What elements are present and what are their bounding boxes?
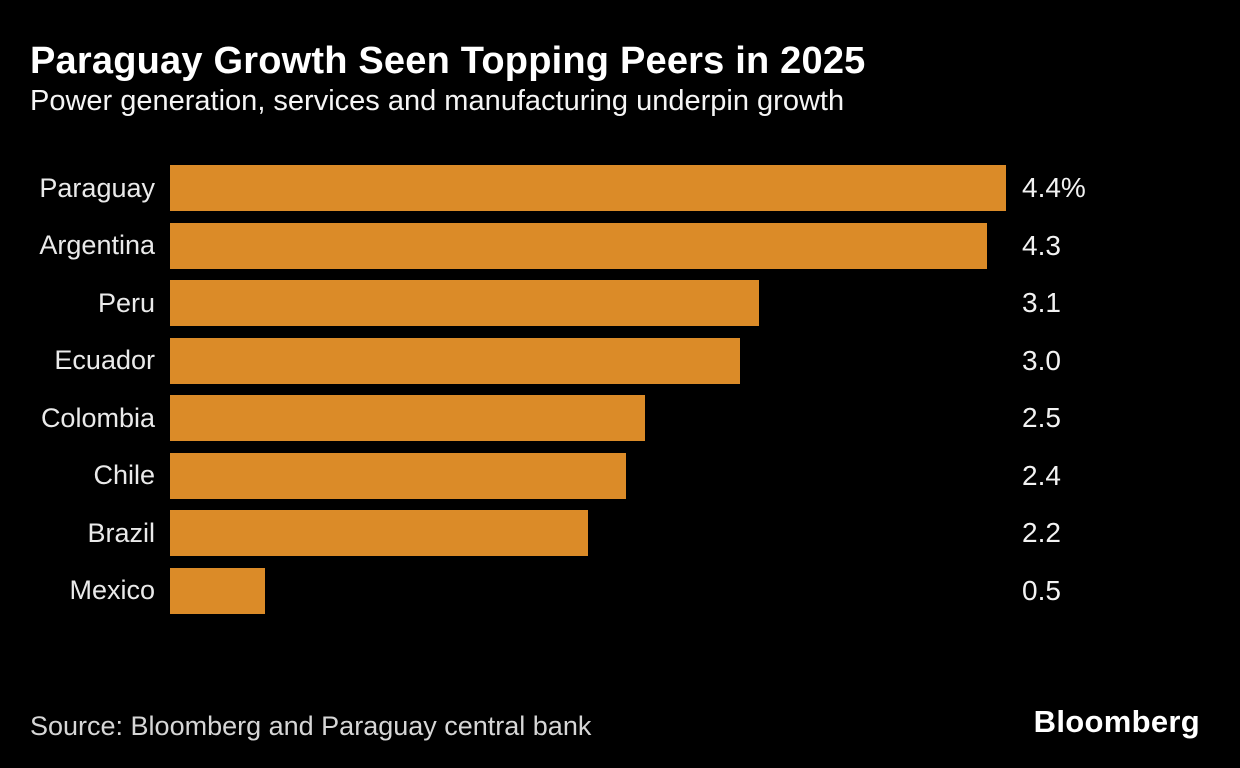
plot-area	[170, 395, 1006, 441]
value-label: 4.3	[1022, 229, 1061, 261]
value-label: 3.0	[1022, 344, 1061, 376]
chart-row: Colombia 2.5	[15, 395, 1086, 441]
plot-area	[170, 510, 1006, 556]
chart-row: Ecuador 3.0	[15, 337, 1086, 384]
bar	[170, 567, 265, 614]
plot-area	[170, 567, 1006, 614]
value-label: 4.4%	[1022, 172, 1086, 203]
bar	[170, 452, 626, 499]
bar	[170, 222, 987, 269]
chart-title: Paraguay Growth Seen Topping Peers in 20…	[30, 40, 866, 82]
value-label: 2.4	[1022, 459, 1061, 491]
category-label: Colombia	[40, 402, 155, 433]
bar	[170, 337, 740, 384]
category-label: Chile	[93, 460, 155, 490]
chart-subtitle: Power generation, services and manufactu…	[30, 85, 845, 117]
category-label: Ecuador	[54, 345, 155, 375]
plot-area	[170, 222, 1006, 269]
chart-row: Paraguay 4.4%	[15, 165, 1086, 211]
chart-row: Peru 3.1	[15, 280, 1086, 326]
plot-area	[170, 337, 1006, 384]
chart-row: Brazil 2.2	[15, 510, 1086, 556]
bar	[170, 510, 588, 556]
category-label: Paraguay	[39, 172, 155, 203]
plot-area	[170, 452, 1006, 499]
value-label: 0.5	[1022, 574, 1061, 606]
bloomberg-logo: Bloomberg	[1033, 704, 1200, 739]
source-note: Source: Bloomberg and Paraguay central b…	[30, 711, 592, 741]
bar-chart: Paraguay 4.4% Argentina 4.3 Peru 3.1 Ecuador 3.…	[15, 165, 1086, 614]
chart-row: Chile 2.4	[15, 452, 1086, 499]
value-label: 2.5	[1022, 402, 1061, 433]
value-label: 2.2	[1022, 517, 1061, 548]
bar	[170, 395, 645, 441]
category-label: Brazil	[87, 517, 155, 548]
bar	[170, 165, 1006, 211]
chart-row: Mexico 0.5	[15, 567, 1086, 614]
category-label: Peru	[97, 287, 155, 318]
bar	[170, 280, 759, 326]
chart-row: Argentina 4.3	[15, 222, 1086, 269]
category-label: Mexico	[69, 575, 155, 605]
plot-area	[170, 280, 1006, 326]
plot-area	[170, 165, 1006, 211]
category-label: Argentina	[39, 230, 155, 260]
value-label: 3.1	[1022, 287, 1061, 318]
